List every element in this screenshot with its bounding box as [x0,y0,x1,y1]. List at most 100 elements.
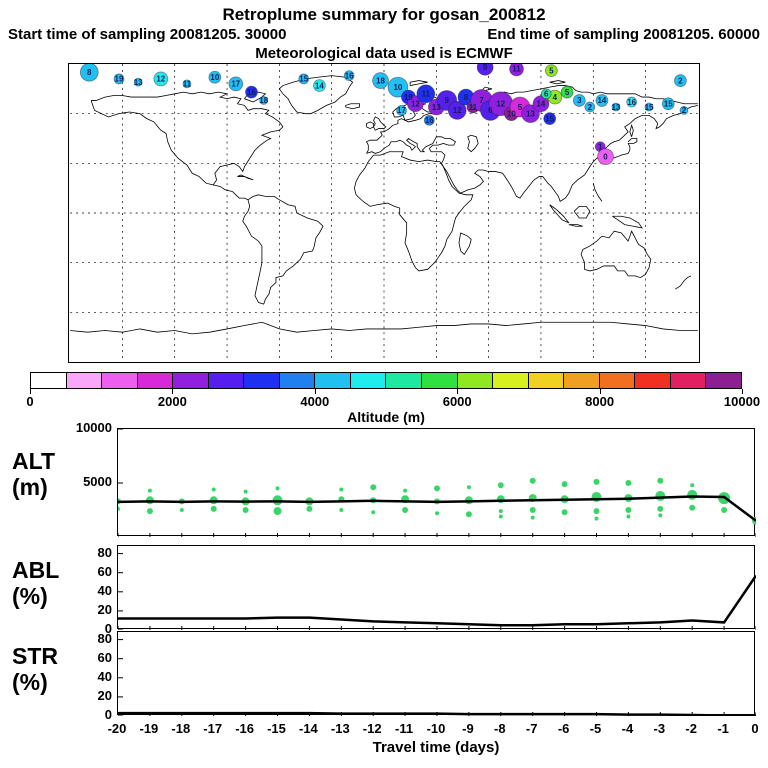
colorbar-segment [102,373,138,388]
colorbar-label: Altitude (m) [347,409,425,425]
x-tick-label: -20 [107,721,127,736]
axis-ticks [118,639,756,716]
plume-bubble [679,106,689,115]
coastlines [70,75,698,335]
plume-bubble [259,96,269,105]
colorbar-tick-label: 4000 [300,394,330,409]
alt-dot [498,509,503,514]
plume-bubble-label: 6 [544,90,549,99]
alt-dot [147,488,152,493]
plume-bubble [372,72,389,89]
colorbar-tick [172,389,174,394]
colorbar-segment [422,373,458,388]
abl-panel-label: ABL (%) [12,557,112,610]
x-tick-label: -7 [525,721,538,736]
plume-bubble-label: 0 [603,152,608,161]
colorbar-segment [457,373,494,388]
x-tick-label: -6 [557,721,570,736]
plume-bubble [298,73,310,85]
alt-dot [466,485,471,490]
x-tick-label: -11 [395,721,414,736]
figure-title: Retroplume summary for gosan_200812 [222,5,546,24]
plume-bubble [572,94,586,107]
y-tick-label: 5000 [83,474,112,489]
alt-dot [371,510,376,515]
plume-bubble-label: 5 [518,103,523,112]
x-tick-label: -9 [462,721,474,736]
plume-bubble-label: 17 [397,106,406,115]
plume-bubble [153,71,169,87]
alt-dot [593,508,600,515]
plume-bubble-label: 15 [645,103,654,112]
colorbar-tick-label: 8000 [585,394,615,409]
plume-bubble-label: 11 [469,103,478,112]
abl-chart-svg [118,553,756,630]
colorbar-tick [30,389,31,394]
alt-chart-svg [118,429,756,537]
plume-bubble [560,85,574,99]
alt-dot [435,511,439,516]
plume-bubble [228,76,244,92]
plume-bubble-label: 13 [432,103,441,112]
alt-dot [658,513,663,518]
alt-dot [403,488,408,493]
y-tick-label: 20 [97,687,112,703]
y-tick-label: 80 [97,544,112,560]
altitude-colorbar [30,372,742,389]
plume-bubble [597,148,614,166]
y-tick-label: 80 [97,630,112,646]
x-tick-label: -18 [171,721,191,736]
start-time-label: Start time of sampling 20081205. 30000 [8,26,287,43]
alt-dot [625,480,632,486]
plume-bubble-label: 1 [598,143,603,152]
x-tick-label: -8 [494,721,506,736]
abl-unit-label: (%) [12,582,48,609]
plume-bubble-label: 16 [425,116,434,125]
plume-bubble [416,84,436,104]
plume-bubble [661,97,675,111]
plume-bubble [674,74,687,87]
colorbar-segment [279,373,316,388]
colorbar-segment [137,373,174,388]
plume-bubble [595,94,609,107]
plume-bubble [313,79,326,92]
colorbar-segment [386,373,423,388]
str-line [118,711,756,716]
alt-dot [118,506,120,511]
plume-bubble [509,64,524,77]
colorbar-tick [742,389,743,394]
alt-dot [339,487,344,492]
plume-bubble [584,101,596,113]
plume-bubble-label: 13 [526,109,535,118]
plume-bubble [543,112,557,125]
alt-dot [561,481,568,488]
alt-dot [275,486,280,491]
alt-dot [434,485,440,492]
y-tick-label: 40 [97,668,112,684]
plume-bubble-label: 13 [612,103,621,112]
plume-bubbles: 819 13 12111017161815141618101912111391281… [79,64,689,166]
y-tick-label: 0 [104,707,112,722]
x-tick-label: -10 [426,721,446,736]
alt-dot [243,489,248,494]
y-tick-label: 10000 [75,420,112,435]
plume-bubble-label: 12 [411,100,420,109]
plume-bubble [423,114,435,126]
y-tick-label: 60 [97,649,112,665]
plume-bubble-label: 17 [231,80,240,89]
alt-dot [625,507,632,513]
alt-dot [497,482,504,489]
alt-dot [370,484,377,491]
end-time-label: End time of sampling 20081205. 60000 [487,26,760,43]
x-tick-label: -4 [621,721,634,736]
alt-dot [687,489,698,500]
plume-bubble-label: 11 [183,80,192,89]
plume-bubble [343,70,355,81]
plume-bubble [644,102,654,112]
alt-dot [242,507,249,513]
plume-bubble [245,85,258,99]
alt-mean-line [118,495,756,522]
str-chart-svg [118,639,756,716]
colorbar-segment [66,373,103,388]
plume-bubble-label: 11 [422,90,431,99]
